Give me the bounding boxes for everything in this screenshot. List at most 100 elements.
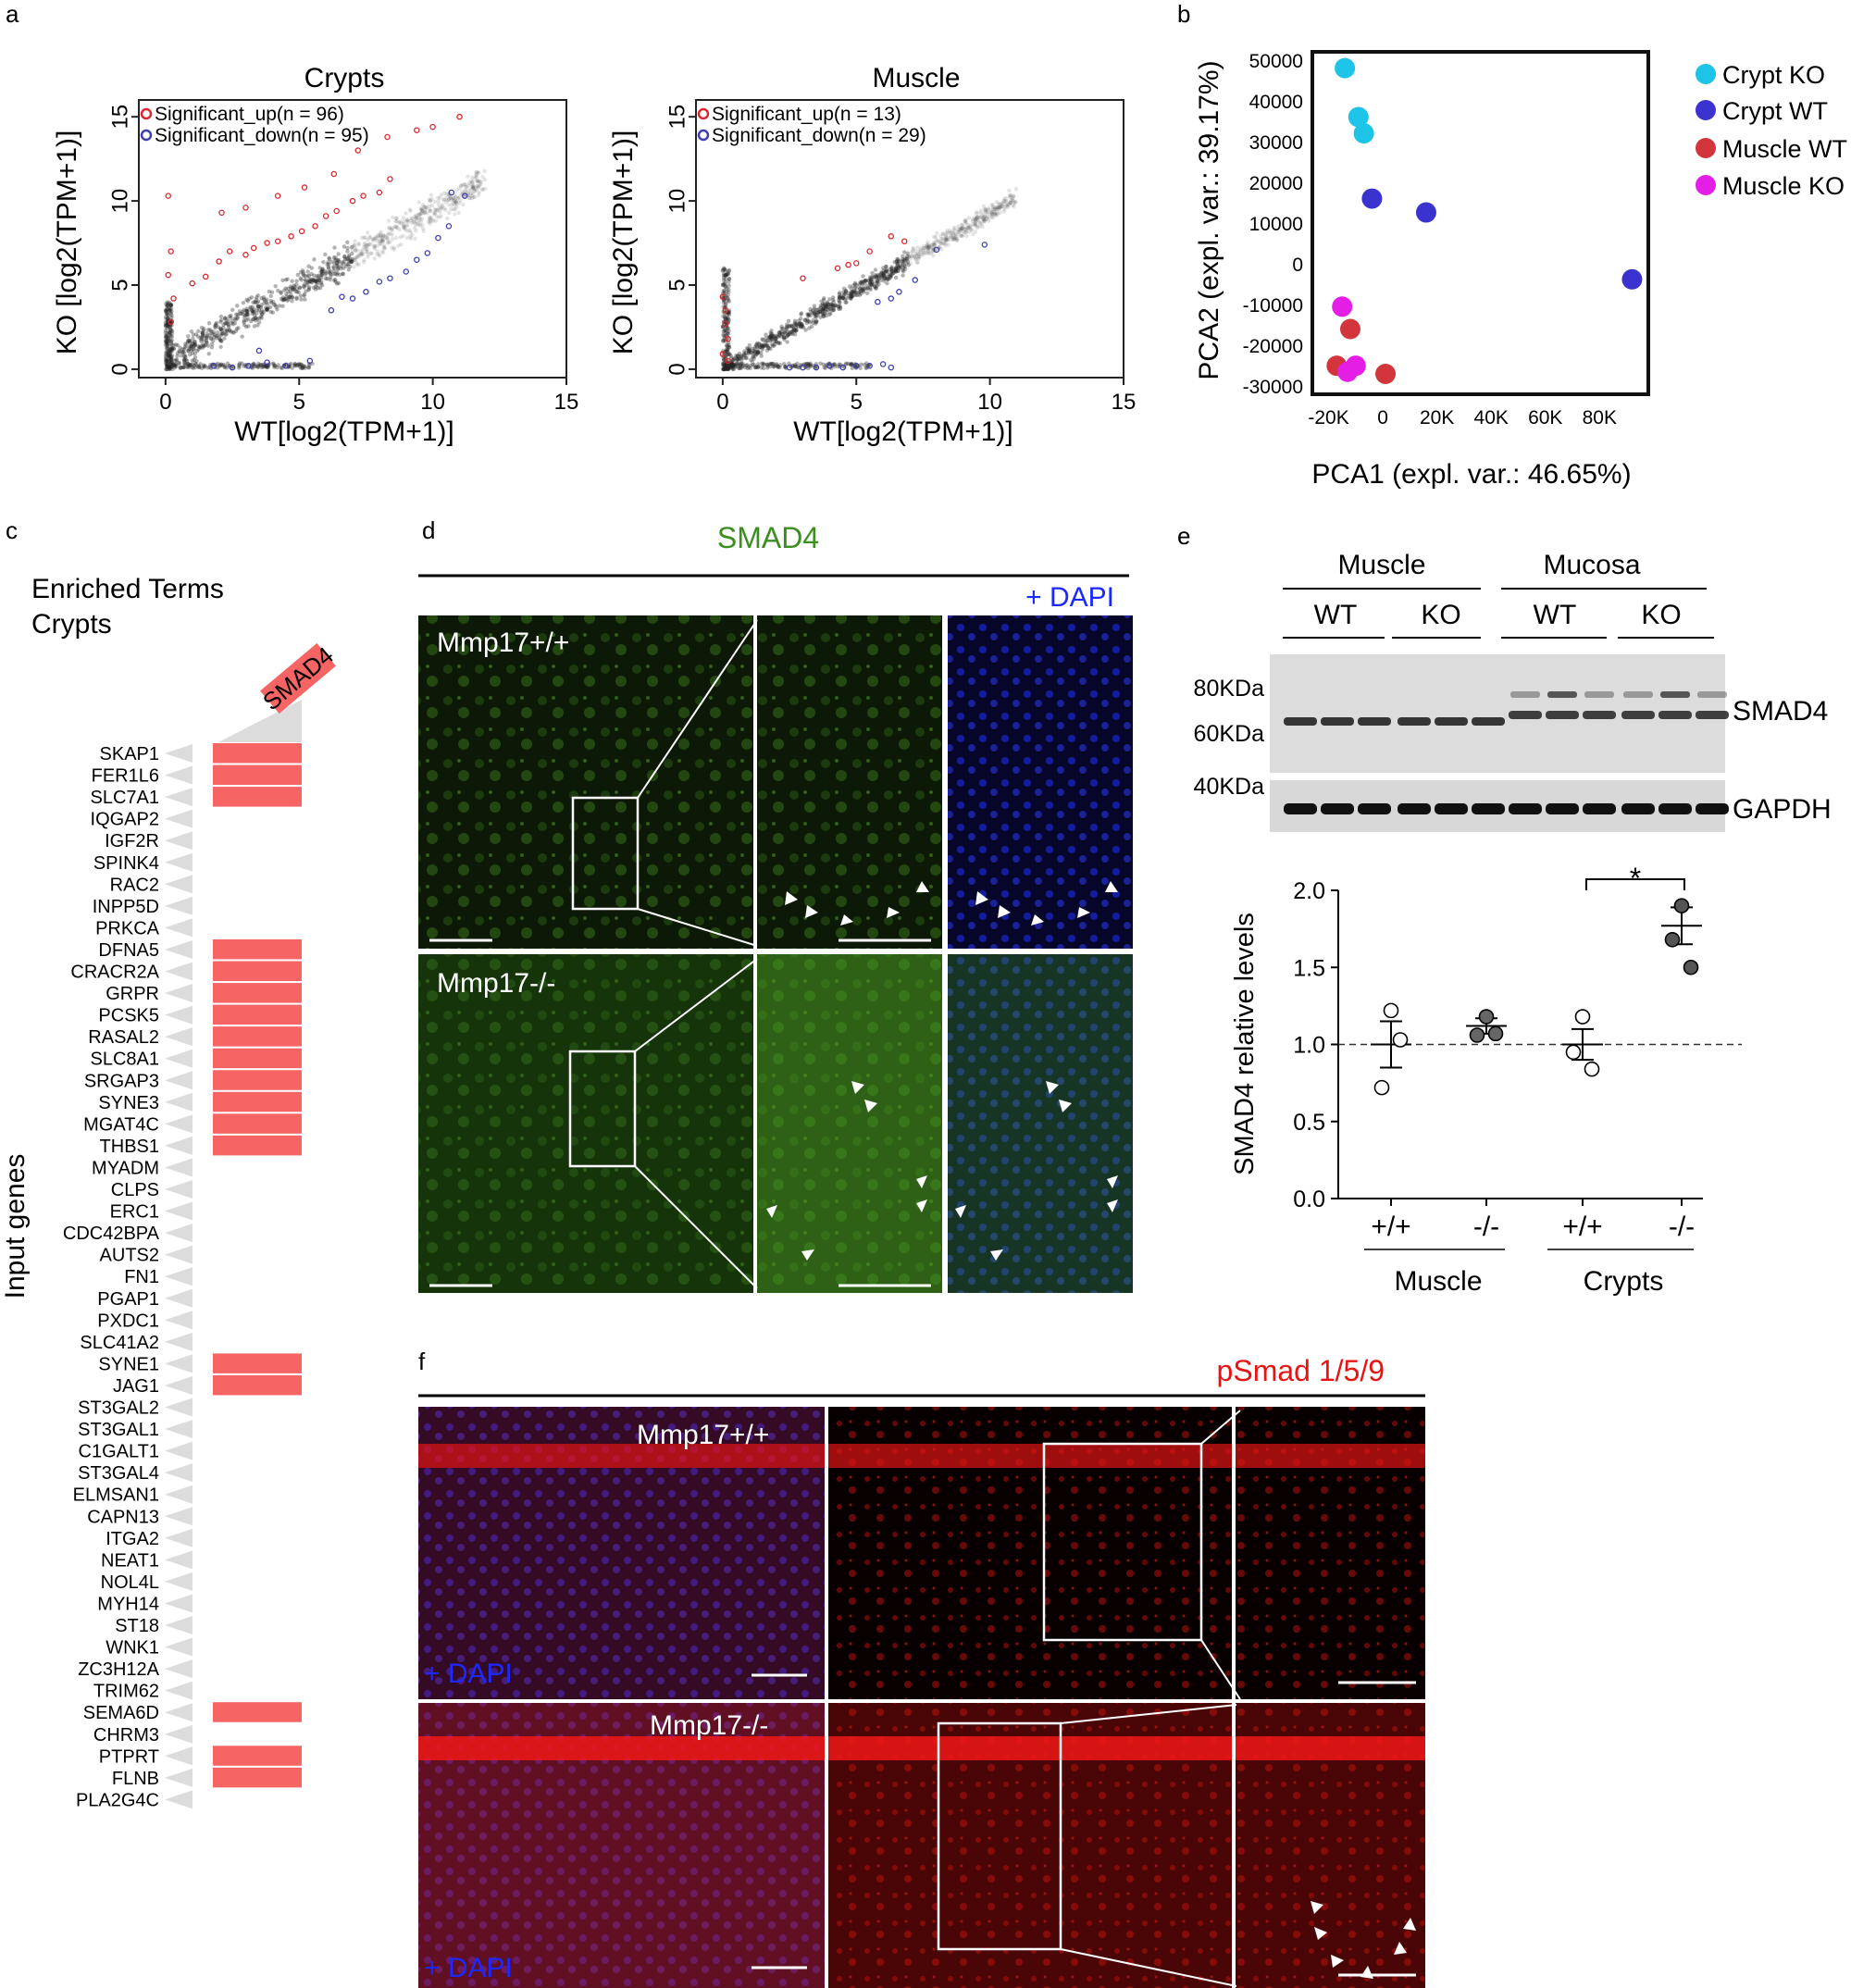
background-gene-point [926,242,930,247]
background-gene-point [847,291,851,296]
background-gene-point [350,251,354,256]
background-gene-point [418,219,423,224]
smad4-band [1509,711,1542,719]
background-gene-point [209,329,214,334]
background-gene-point [885,269,890,275]
background-gene-point [752,349,757,354]
significant-up-point [845,261,851,268]
x-tick-label: 5 [851,390,863,415]
significant-down-point [387,275,393,281]
background-gene-point [732,363,737,367]
background-gene-point [975,224,980,229]
background-gene-point [873,286,878,291]
background-gene-point [193,365,198,370]
background-gene-point [922,251,926,255]
background-gene-point [924,250,928,255]
background-gene-point [366,252,370,257]
background-gene-point [429,193,434,197]
background-gene-point [346,267,351,272]
background-gene-point [989,203,994,207]
background-gene-point [335,267,340,272]
gene-label: MYH14 [97,1594,159,1614]
gene-label: CHRM3 [93,1725,159,1746]
background-gene-point [474,174,479,180]
background-gene-point [475,179,479,183]
background-gene-point [272,364,278,368]
background-gene-point [870,282,875,288]
background-gene-point [280,366,285,371]
background-gene-point [203,342,208,348]
background-gene-point [182,362,187,367]
background-gene-point [318,269,323,275]
background-gene-point [315,282,319,287]
background-gene-point [790,324,795,329]
background-gene-point [970,218,975,224]
background-gene-point [265,307,269,312]
background-gene-point [407,228,412,233]
smad4-band [1398,717,1431,726]
background-gene-point [169,342,175,347]
background-gene-point [808,306,813,312]
background-gene-point [265,307,270,312]
background-gene-point [948,234,953,239]
background-gene-point [166,353,170,357]
background-gene-point [975,216,981,220]
background-gene-point [229,313,233,318]
gene-row-marker [165,1790,193,1809]
background-gene-point [779,324,784,329]
background-gene-point [256,320,262,325]
background-gene-point [961,225,966,230]
background-gene-point [747,349,752,354]
background-gene-point [342,254,347,259]
significant-down-point [414,256,420,263]
background-gene-point [966,216,972,220]
significant-down-point [339,293,345,300]
background-gene-point [738,356,742,362]
background-gene-point [168,332,173,337]
background-gene-point [200,345,205,351]
background-gene-point [255,323,260,328]
background-gene-point [294,282,299,287]
background-gene-point [363,241,367,245]
background-gene-point [165,312,170,317]
background-gene-point [477,183,481,188]
gene-row-marker [165,918,193,938]
quant-data-point [1478,1009,1495,1025]
background-gene-point [866,278,871,283]
background-gene-point [279,296,284,302]
enriched-cell [213,1070,302,1090]
background-gene-point [999,205,1003,210]
background-gene-point [735,354,740,358]
background-gene-point [335,263,340,268]
background-gene-point [253,300,257,304]
background-gene-point [872,284,877,289]
background-gene-point [825,300,830,304]
background-gene-point [873,267,878,272]
background-gene-point [323,252,328,257]
background-gene-point [336,252,341,256]
background-gene-point [896,259,901,265]
background-gene-point [991,209,996,215]
background-gene-point [441,191,447,195]
background-gene-point [792,332,798,337]
gene-label: WNK1 [106,1638,159,1659]
background-gene-point [291,295,295,300]
background-gene-point [165,365,170,369]
background-gene-point [853,290,858,295]
background-gene-point [168,347,173,352]
background-gene-point [976,219,982,225]
gene-row-marker [165,1224,193,1243]
background-gene-point [298,362,303,367]
background-gene-point [989,214,994,219]
background-gene-point [932,242,937,247]
background-gene-point [875,283,879,289]
background-gene-point [382,246,387,251]
background-gene-point [973,217,978,223]
background-gene-point [319,276,324,280]
background-gene-point [820,304,825,308]
background-gene-point [167,359,171,365]
background-gene-point [191,341,195,346]
gene-row-marker [165,1114,193,1134]
background-gene-point [769,331,774,337]
background-gene-point [720,268,726,273]
